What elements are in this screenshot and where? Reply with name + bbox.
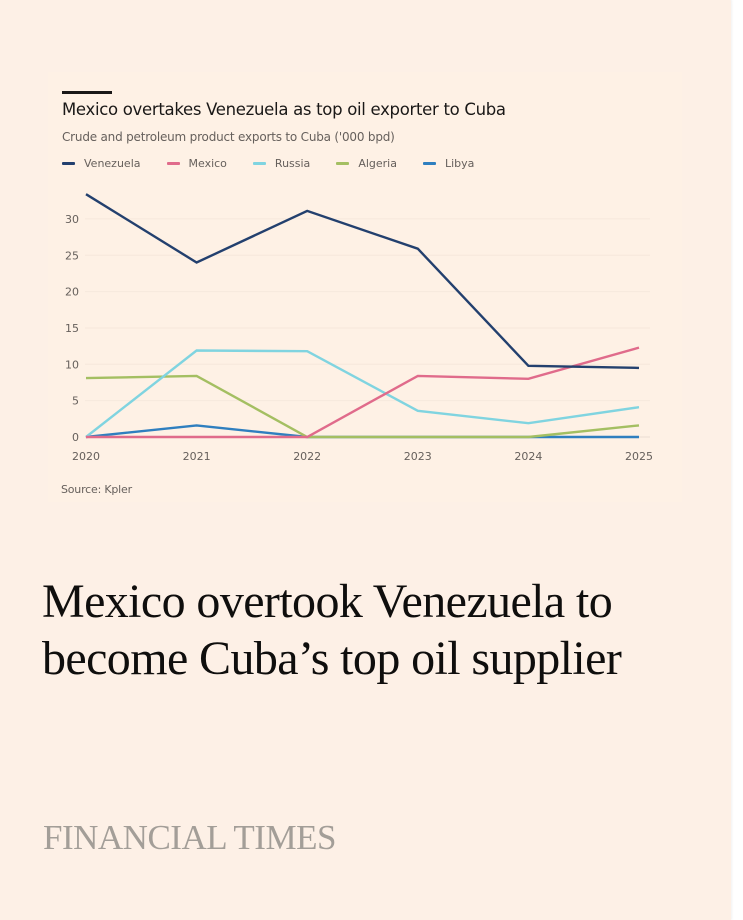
legend-label: Mexico (188, 157, 227, 170)
legend-item-algeria: Algeria (336, 157, 397, 170)
y-tick-label: 25 (65, 249, 79, 262)
x-tick-label: 2021 (183, 450, 211, 463)
legend-label: Venezuela (84, 157, 141, 170)
legend-label: Russia (274, 157, 311, 170)
legend-swatch (336, 162, 350, 165)
chart-legend: Venezuela Mexico Russia Algeria Libya (62, 157, 500, 170)
x-tick-label: 2024 (514, 450, 542, 463)
legend-item-libya: Libya (422, 157, 475, 170)
x-tick-label: 2025 (625, 450, 653, 463)
x-axis-ticks: 2020 2021 2022 2023 2024 2025 (72, 450, 653, 463)
chart-accent-bar (62, 91, 112, 94)
legend-item-venezuela: Venezuela (62, 157, 141, 170)
chart-subtitle: Crude and petroleum product exports to C… (62, 130, 395, 144)
y-axis-ticks: 0 5 10 15 20 25 30 (65, 213, 79, 444)
y-tick-label: 0 (72, 431, 79, 444)
x-tick-label: 2020 (72, 450, 100, 463)
y-tick-label: 15 (65, 322, 79, 335)
article-headline[interactable]: Mexico overtook Venezuela to become Cuba… (42, 575, 622, 685)
legend-swatch (62, 162, 75, 165)
publisher-logo: FINANCIAL TIMES (43, 818, 336, 857)
legend-swatch (422, 162, 436, 165)
legend-item-mexico: Mexico (166, 157, 227, 170)
legend-label: Libya (444, 157, 475, 170)
chart-source: Source: Kpler (61, 483, 132, 496)
legend-swatch (252, 162, 266, 165)
series-line-russia (85, 349, 640, 438)
x-tick-label: 2023 (404, 450, 432, 463)
legend-swatch (166, 162, 180, 165)
y-tick-label: 10 (65, 358, 79, 371)
chart-title: Mexico overtakes Venezuela as top oil ex… (62, 100, 506, 119)
series-lines (85, 193, 640, 439)
y-tick-label: 20 (65, 286, 79, 299)
series-line-mexico (86, 346, 640, 439)
series-line-venezuela (85, 193, 640, 370)
legend-label: Algeria (358, 157, 397, 170)
x-tick-label: 2022 (293, 450, 321, 463)
y-tick-label: 5 (72, 395, 79, 408)
y-tick-label: 30 (65, 213, 79, 226)
series-line-algeria (85, 374, 640, 439)
legend-item-russia: Russia (252, 157, 311, 170)
